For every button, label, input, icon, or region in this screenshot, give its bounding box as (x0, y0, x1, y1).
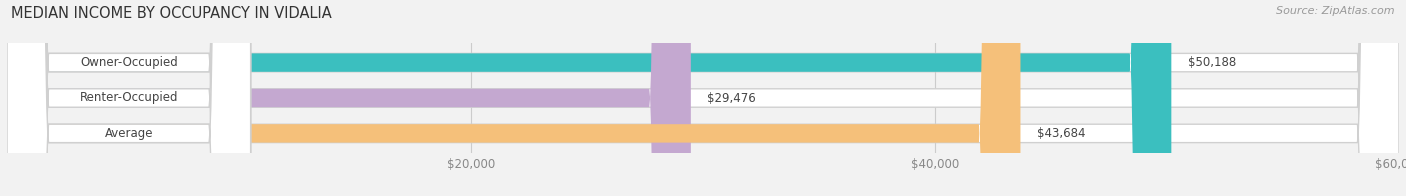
Text: $29,476: $29,476 (707, 92, 756, 104)
FancyBboxPatch shape (7, 0, 1399, 196)
FancyBboxPatch shape (7, 0, 1021, 196)
FancyBboxPatch shape (7, 0, 1171, 196)
FancyBboxPatch shape (7, 0, 250, 196)
FancyBboxPatch shape (7, 0, 250, 196)
FancyBboxPatch shape (7, 0, 1399, 196)
FancyBboxPatch shape (7, 0, 690, 196)
Text: Average: Average (104, 127, 153, 140)
FancyBboxPatch shape (7, 0, 1399, 196)
Text: Renter-Occupied: Renter-Occupied (80, 92, 179, 104)
Text: Owner-Occupied: Owner-Occupied (80, 56, 177, 69)
Text: $50,188: $50,188 (1188, 56, 1236, 69)
Text: $43,684: $43,684 (1036, 127, 1085, 140)
FancyBboxPatch shape (7, 0, 250, 196)
Text: Source: ZipAtlas.com: Source: ZipAtlas.com (1277, 6, 1395, 16)
Text: MEDIAN INCOME BY OCCUPANCY IN VIDALIA: MEDIAN INCOME BY OCCUPANCY IN VIDALIA (11, 6, 332, 21)
